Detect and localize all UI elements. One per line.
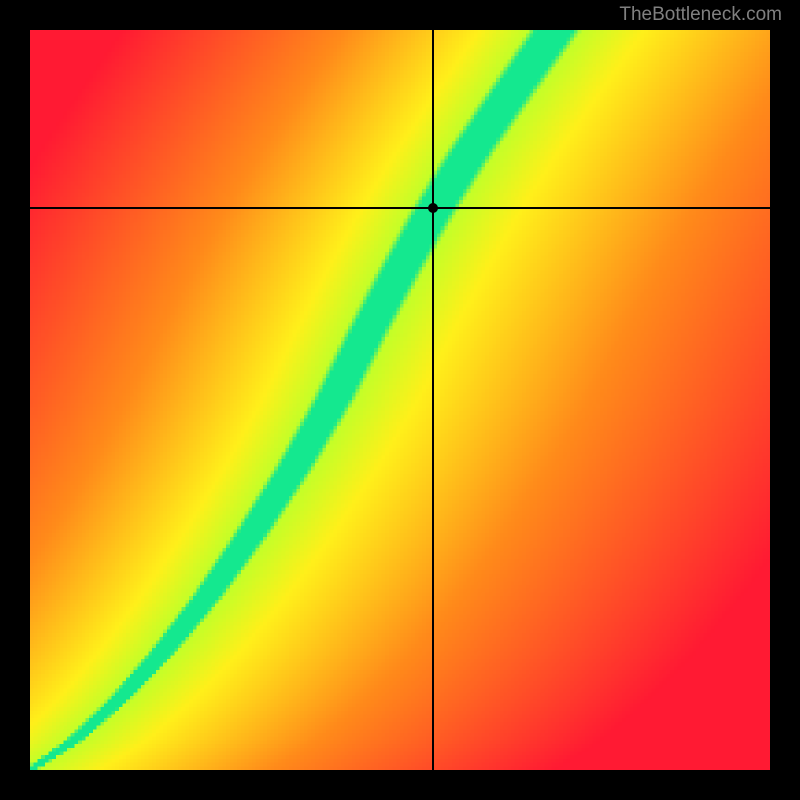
bottleneck-heatmap [30, 30, 770, 770]
watermark-text: TheBottleneck.com [619, 4, 782, 26]
heatmap-canvas [30, 30, 770, 770]
